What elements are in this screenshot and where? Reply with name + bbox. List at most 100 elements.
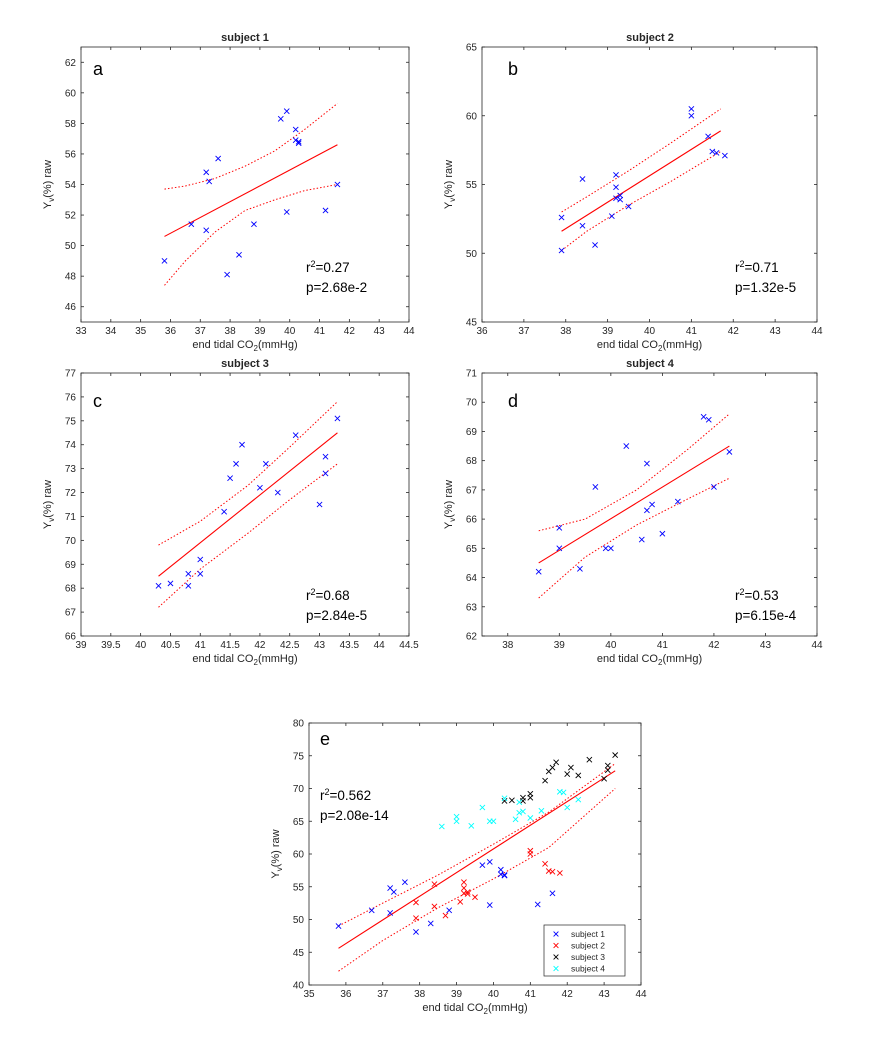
y-tick-label: 45 — [466, 318, 478, 329]
x-tick-label: 42 — [562, 989, 574, 1000]
x-axis-label: end tidal CO2(mmHg) — [597, 653, 702, 667]
data-point — [390, 889, 397, 895]
r-squared-text: r2=0.27 — [306, 259, 350, 275]
data-point — [613, 171, 619, 178]
y-tick-label: 76 — [65, 392, 77, 403]
x-tick-label: 40 — [488, 989, 500, 1000]
data-point — [185, 570, 192, 577]
y-tick-label: 60 — [466, 111, 478, 122]
p-value-text: p=2.68e-2 — [306, 280, 367, 295]
x-axis-label: end tidal CO2(mmHg) — [192, 653, 297, 667]
data-point — [188, 221, 195, 228]
data-point — [427, 920, 434, 927]
x-tick-label: 44.5 — [399, 640, 419, 651]
data-point — [239, 441, 245, 448]
ci-upper-line — [158, 401, 338, 546]
data-point — [501, 798, 508, 804]
regression-line — [538, 445, 730, 564]
data-point — [236, 251, 242, 258]
y-tick-label: 71 — [466, 369, 478, 380]
r-squared-text: r2=0.68 — [306, 587, 350, 603]
data-point — [604, 762, 611, 769]
plot-area — [80, 372, 410, 637]
r-squared-text: r2=0.562 — [320, 787, 371, 803]
data-point — [322, 207, 329, 214]
x-tick-label: 43 — [770, 326, 782, 337]
data-point — [516, 809, 523, 816]
data-point — [479, 804, 486, 811]
data-point — [446, 907, 453, 914]
regression-line — [561, 130, 721, 232]
data-point — [486, 902, 493, 909]
y-tick-label: 68 — [65, 584, 77, 595]
data-point — [508, 797, 515, 804]
data-point — [556, 545, 563, 552]
data-point — [527, 851, 534, 857]
x-tick-label: 39 — [75, 640, 87, 651]
y-tick-label: 70 — [65, 536, 77, 547]
panel-letter: e — [320, 729, 330, 749]
y-tick-label: 74 — [65, 440, 77, 451]
y-axis-label: Yv(%) raw — [443, 480, 457, 529]
y-tick-label: 55 — [466, 180, 478, 191]
data-point — [431, 903, 438, 910]
data-point — [579, 222, 586, 229]
data-point — [711, 484, 717, 490]
y-tick-label: 48 — [65, 272, 77, 283]
legend-label: subject 4 — [571, 964, 605, 974]
p-value-text: p=2.08e-14 — [320, 808, 389, 823]
data-point — [464, 891, 471, 897]
legend-label: subject 1 — [571, 929, 605, 939]
y-tick-label: 58 — [65, 119, 77, 130]
data-point — [457, 898, 464, 905]
data-point — [538, 807, 545, 814]
data-point — [262, 460, 269, 467]
panel-letter: a — [93, 59, 104, 79]
data-point — [224, 271, 231, 278]
ci-lower-line — [338, 788, 616, 972]
x-tick-label: 40 — [135, 640, 147, 651]
x-tick-label: 39 — [554, 640, 566, 651]
data-point — [401, 879, 408, 886]
data-point — [274, 489, 281, 496]
data-point — [453, 818, 460, 825]
x-tick-label: 33 — [75, 326, 87, 337]
data-point — [295, 138, 302, 145]
data-point — [283, 209, 290, 215]
data-point — [283, 108, 290, 115]
y-tick-label: 64 — [466, 573, 478, 584]
x-tick-label: 38 — [414, 989, 426, 1000]
y-axis-label: Yv(%) raw — [443, 160, 457, 209]
data-point — [468, 822, 475, 829]
chart-panel-d: 38 39 40 41 42 43 44 62 63 64 65 66 67 68 69 70 71 end ti… — [443, 358, 823, 667]
y-axis-label: Yv(%) raw — [42, 160, 56, 209]
data-point — [674, 498, 681, 505]
data-point — [659, 530, 666, 537]
data-point — [292, 432, 299, 439]
data-point — [461, 879, 467, 886]
y-tick-label: 50 — [466, 249, 478, 260]
data-point — [295, 140, 302, 147]
p-value-text: p=2.84e-5 — [306, 608, 367, 623]
data-point — [316, 501, 323, 508]
ci-lower-line — [158, 463, 338, 608]
data-point — [556, 524, 563, 531]
ci-upper-line — [338, 763, 616, 927]
data-point — [612, 752, 619, 759]
data-point — [644, 460, 650, 467]
y-tick-label: 68 — [466, 456, 478, 467]
data-point — [206, 178, 213, 185]
data-point — [520, 794, 526, 801]
x-tick-label: 44 — [374, 640, 386, 651]
data-point — [527, 815, 534, 821]
data-point — [512, 816, 519, 823]
data-point — [527, 790, 534, 797]
data-point — [705, 133, 712, 140]
plot-area — [481, 46, 818, 323]
x-axis-label: end tidal CO2(mmHg) — [192, 339, 297, 353]
panel-letter: b — [508, 59, 518, 79]
y-tick-label: 45 — [293, 948, 305, 959]
y-tick-label: 55 — [293, 882, 305, 893]
data-point — [413, 929, 419, 935]
x-tick-label: 38 — [560, 326, 572, 337]
